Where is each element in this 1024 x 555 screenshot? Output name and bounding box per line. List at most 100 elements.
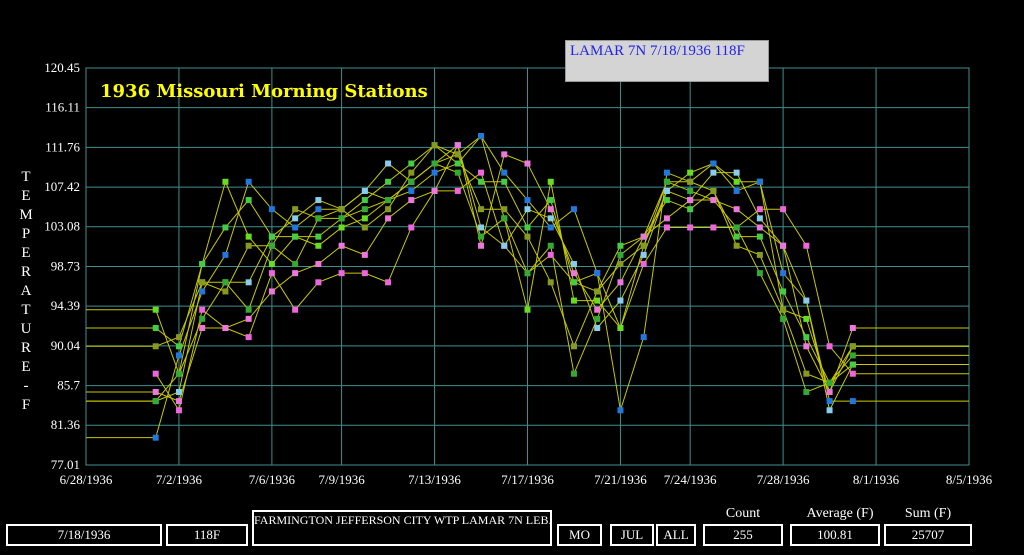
data-point — [756, 178, 763, 185]
data-point — [292, 206, 299, 213]
y-tick-label: 116.11 — [45, 100, 80, 115]
data-point — [408, 197, 415, 204]
data-point — [408, 178, 415, 185]
selected-temp-box[interactable]: 118F — [166, 524, 248, 546]
data-point — [292, 224, 299, 231]
data-point — [501, 151, 508, 158]
data-point — [501, 178, 508, 185]
data-point — [803, 388, 810, 395]
y-tick-label: 81.36 — [51, 417, 81, 432]
y-axis-label-char: P — [21, 226, 31, 242]
y-tick-label: 98.73 — [51, 259, 80, 274]
data-point — [524, 206, 531, 213]
y-tick-label: 77.01 — [51, 457, 80, 472]
data-point — [780, 288, 787, 295]
data-point — [849, 361, 856, 368]
data-point — [594, 270, 601, 277]
series-markers — [152, 133, 856, 441]
data-point — [733, 169, 740, 176]
data-point — [431, 142, 438, 149]
data-point — [780, 270, 787, 277]
data-point — [687, 187, 694, 194]
data-point — [687, 206, 694, 213]
sum-label: Sum (F) — [904, 506, 952, 521]
data-point — [756, 233, 763, 240]
sum-box: 25707 — [884, 524, 972, 546]
data-point — [478, 206, 485, 213]
data-point — [570, 270, 577, 277]
x-tick-label: 6/28/1936 — [60, 472, 113, 487]
average-label: Average (F) — [806, 506, 874, 521]
data-point — [454, 142, 461, 149]
data-point — [268, 206, 275, 213]
data-point — [152, 343, 159, 350]
y-axis-label-char: E — [21, 359, 31, 375]
data-point — [710, 224, 717, 231]
data-point — [710, 197, 717, 204]
y-tick-label: 120.45 — [44, 60, 80, 75]
data-point — [361, 197, 368, 204]
data-point — [594, 325, 601, 332]
data-point — [524, 233, 531, 240]
data-point — [803, 370, 810, 377]
data-point — [431, 187, 438, 194]
data-point — [547, 242, 554, 249]
data-point — [617, 242, 624, 249]
data-point — [617, 325, 624, 332]
x-tick-label: 7/13/1936 — [408, 472, 461, 487]
data-point — [199, 261, 206, 268]
data-point — [222, 224, 229, 231]
x-tick-label: 7/9/1936 — [318, 472, 365, 487]
data-point — [292, 306, 299, 313]
data-point — [826, 388, 833, 395]
data-point — [501, 242, 508, 249]
data-point — [245, 233, 252, 240]
data-point — [431, 169, 438, 176]
grid-lines — [85, 67, 970, 466]
data-point — [756, 224, 763, 231]
data-point — [570, 261, 577, 268]
data-point — [175, 398, 182, 405]
data-point — [292, 270, 299, 277]
data-point — [292, 233, 299, 240]
data-point — [594, 315, 601, 322]
data-point — [547, 279, 554, 286]
data-point — [501, 169, 508, 176]
data-point — [547, 178, 554, 185]
x-tick-label: 8/5/1936 — [946, 472, 993, 487]
data-point — [570, 297, 577, 304]
data-point — [175, 370, 182, 377]
data-point — [547, 197, 554, 204]
average-box: 100.81 — [790, 524, 880, 546]
filter-box[interactable]: ALL — [656, 524, 696, 546]
data-point — [222, 325, 229, 332]
data-point — [826, 343, 833, 350]
data-point — [408, 224, 415, 231]
data-point — [826, 407, 833, 414]
stations-box[interactable]: FARMINGTON JEFFERSON CITY WTP LAMAR 7N L… — [252, 510, 552, 546]
data-point — [245, 334, 252, 341]
data-point — [385, 197, 392, 204]
state-box[interactable]: MO — [557, 524, 602, 546]
data-point — [570, 370, 577, 377]
data-point — [524, 224, 531, 231]
data-point — [501, 215, 508, 222]
data-point — [245, 306, 252, 313]
data-point — [780, 242, 787, 249]
x-tick-label: 7/21/1936 — [594, 472, 647, 487]
data-point — [617, 279, 624, 286]
data-point — [663, 197, 670, 204]
data-point — [385, 279, 392, 286]
data-point — [733, 206, 740, 213]
x-tick-label: 7/28/1936 — [757, 472, 810, 487]
data-point — [361, 215, 368, 222]
data-point — [733, 178, 740, 185]
data-point — [315, 233, 322, 240]
data-point — [547, 206, 554, 213]
data-point — [617, 261, 624, 268]
y-axis-label-char: U — [20, 321, 32, 337]
month-box[interactable]: JUL — [610, 524, 654, 546]
data-point — [175, 352, 182, 359]
data-point — [663, 187, 670, 194]
selected-date-box[interactable]: 7/18/1936 — [6, 524, 162, 546]
